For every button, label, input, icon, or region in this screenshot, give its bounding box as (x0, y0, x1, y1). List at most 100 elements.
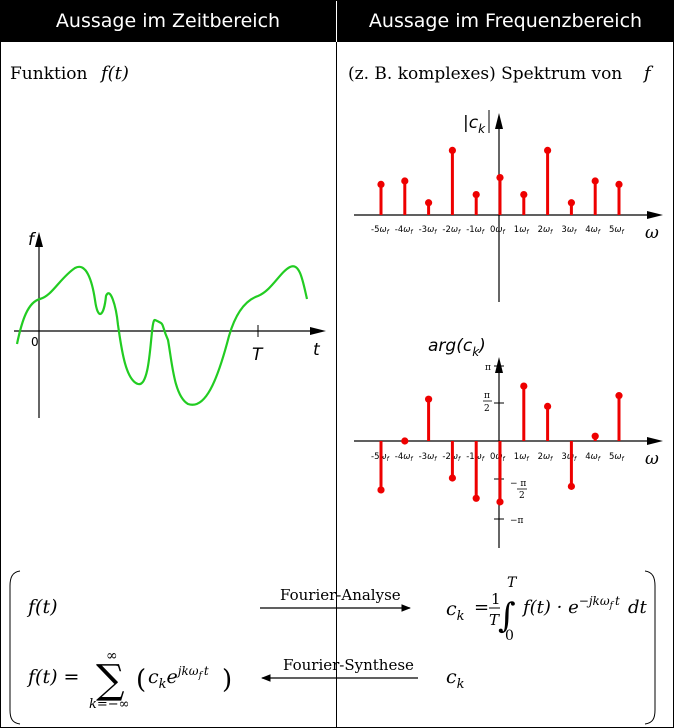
phase-stem-dot (567, 482, 576, 490)
mag-y-arrowhead (495, 113, 503, 129)
time-x-arrowhead (310, 327, 326, 335)
phase-stem-dot (472, 494, 480, 502)
mag-tick-label: 1ωf (514, 225, 530, 236)
phase-tick-label: -3ωf (419, 452, 438, 463)
formula-box: f(t) Fourier-Analyse Fourier-Synthese ck… (9, 570, 656, 725)
formula-left-bottom: f(t) = (26, 666, 79, 688)
phase-stem-dot (496, 498, 504, 506)
mag-stem-dot (544, 146, 552, 154)
phase-stem-dot (591, 432, 599, 440)
time-origin-label: 0 (31, 335, 39, 349)
mag-tick-label: -1ωf (466, 225, 485, 236)
mag-x-arrowhead (647, 211, 663, 219)
phase-tick-label: -4ωf (395, 452, 414, 463)
phase-label-half-pi-den: 2 (484, 404, 490, 414)
mag-stem-dot (567, 199, 576, 207)
paren-close: ) (222, 665, 232, 695)
mag-tick-label: -2ωf (442, 225, 461, 236)
phase-x-arrowhead (647, 437, 663, 445)
mag-tick-label: 3ωf (561, 225, 577, 236)
phase-stems (377, 382, 623, 506)
phase-tick-label: 2ωf (538, 452, 554, 463)
freq-caption-text: (z. B. komplexes) Spektrum von (348, 64, 622, 84)
phase-stem-dot (448, 474, 456, 482)
sum-upper: ∞ (106, 648, 118, 664)
mag-stem-dot (377, 180, 385, 188)
synthesis-formula: f(t) = ∑ ∞ k=−∞ ( ckejkωf t ) (26, 648, 232, 712)
mag-stem-dot (496, 174, 504, 182)
mag-omega-label: ω (645, 223, 659, 243)
time-domain-title: Aussage im Zeitbereich (55, 10, 281, 32)
frac-denominator: T (489, 611, 500, 629)
mag-stem-dot (591, 177, 599, 185)
phase-label-neg-half-pi-num: − π (510, 479, 526, 489)
frac-numerator: 1 (491, 590, 501, 608)
phase-label-neg-half-pi-den: 2 (519, 491, 525, 501)
mag-tick-label: 4ωf (585, 225, 601, 236)
analysis-label: Fourier-Analyse (280, 586, 401, 604)
phase-tick-label: 3ωf (561, 452, 577, 463)
phase-stem-dot (401, 437, 409, 445)
phase-tick-labels: -5ωf -4ωf -3ωf -2ωf -1ωf 0ωf 1ωf 2ωf 3ωf 4ωf 5ωf (371, 452, 625, 463)
integral-sign: ∫ (498, 596, 516, 636)
mag-tick-label: 5ωf (609, 225, 625, 236)
freq-domain-title: Aussage im Frequenzbereich (368, 10, 643, 32)
mag-tick-label: 0ωf (490, 225, 506, 236)
ck-symbol: ck (446, 598, 465, 624)
integral-upper: T (507, 575, 518, 591)
phase-tick-label: 4ωf (585, 452, 601, 463)
time-y-label: f (28, 230, 37, 250)
phase-label-neg-pi: −π (510, 516, 524, 526)
time-y-arrowhead (35, 232, 43, 247)
mag-tick-label: -5ωf (371, 225, 390, 236)
phase-stem-dot (520, 382, 528, 390)
magnitude-spectrum: -5ωf -4ωf -3ωf -2ωf -1ωf 0ωf 1ωf 2ωf 3ωf 4ωf 5ωf |… (354, 110, 663, 302)
synthesis-label: Fourier-Synthese (283, 656, 414, 674)
integral-lower: 0 (505, 628, 514, 644)
time-x-label: t (313, 340, 321, 360)
sum-sign: ∑ (96, 657, 125, 703)
integrand: f(t) · e−jkωf t (521, 594, 620, 618)
dt: dt (628, 597, 648, 618)
phase-stem-dot (425, 395, 433, 403)
formula-left-top: f(t) (26, 596, 58, 618)
time-caption-word: Funktion (10, 64, 87, 84)
mag-stem-dot (425, 199, 433, 207)
phase-tick-label: -1ωf (466, 452, 485, 463)
mag-tick-label: 2ωf (538, 225, 554, 236)
mag-tick-label: -4ωf (395, 225, 414, 236)
time-domain-header: Aussage im Zeitbereich (0, 0, 336, 42)
analysis-formula: ck = 1 T ∫ T 0 f(t) · e−jkωf t dt (446, 575, 648, 644)
phase-spectrum: π π 2 − π 2 −π -5ωf -4ωf -3ωf -2ωf -1ωf 0ωf 1ω… (354, 336, 663, 548)
phase-label-half-pi-num: π (484, 391, 490, 401)
phase-omega-label: ω (645, 449, 659, 469)
phase-label-pi: π (485, 363, 491, 373)
mag-stem-dot (401, 177, 409, 185)
phase-stem-dot (615, 392, 623, 400)
phase-y-label: arg(ck) (428, 336, 486, 359)
phase-stem-dot (377, 486, 385, 494)
phase-stem-dot (544, 402, 552, 410)
left-brace (9, 570, 21, 725)
mag-tick-label: -3ωf (419, 225, 438, 236)
mag-stem-dot (615, 180, 623, 188)
ck-right-bottom: ck (446, 666, 465, 692)
phase-tick-label: -2ωf (442, 452, 461, 463)
phase-y-arrowhead (495, 357, 503, 373)
time-plot: f t 0 T (14, 230, 326, 418)
mag-tick-labels: -5ωf -4ωf -3ωf -2ωf -1ωf 0ωf 1ωf 2ωf 3ωf 4ωf 5ωf (371, 225, 625, 236)
mag-stem-dot (472, 191, 480, 199)
time-caption-math: f(t) (99, 63, 129, 84)
paren-open: ( (136, 665, 146, 695)
mag-stem-dot (520, 191, 528, 199)
freq-domain-header: Aussage im Frequenzbereich (337, 0, 674, 42)
sum-lower: k=−∞ (89, 697, 130, 712)
phase-tick-label: -5ωf (371, 452, 390, 463)
synthesis-term: ckejkωf t (148, 664, 209, 692)
mag-stems (377, 146, 623, 215)
freq-caption-math: f (642, 63, 654, 84)
mag-y-label: |ck (463, 113, 486, 136)
right-brace (644, 570, 656, 725)
